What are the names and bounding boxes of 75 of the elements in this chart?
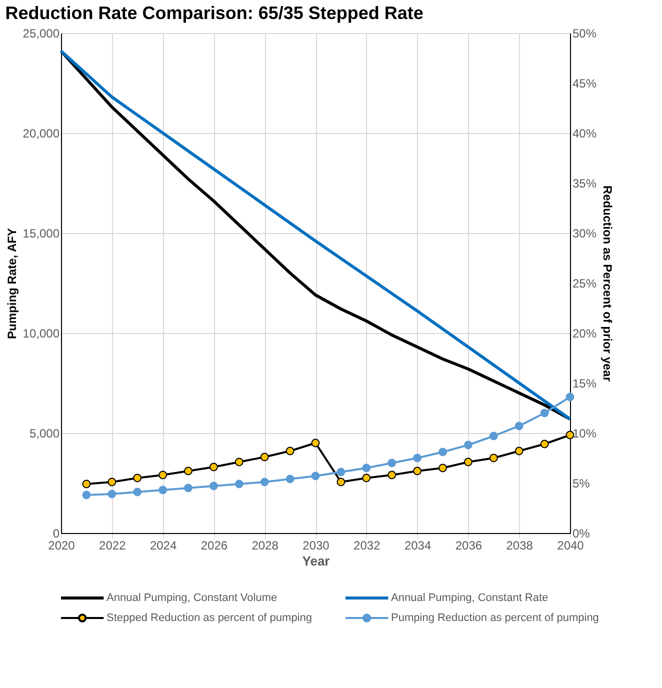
legend-label: Pumping Reduction as percent of pumping (391, 612, 599, 624)
y-tick-label: 25,000 (22, 26, 60, 40)
point (514, 446, 524, 456)
point (311, 472, 320, 480)
x-tick-label: 2022 (99, 538, 126, 552)
point (82, 490, 91, 500)
point (133, 488, 142, 496)
y2-axis-title: Reduction as Percent of prior year (600, 185, 615, 382)
x-tick-label: 2030 (302, 538, 330, 552)
point (311, 438, 320, 448)
y-tick-label: 10,000 (22, 326, 60, 340)
y-tick-label: 15,000 (22, 226, 60, 240)
y2-tick-label: 30% (572, 226, 597, 240)
point (209, 482, 218, 490)
point (336, 478, 346, 486)
x-tick-label: 2024 (150, 538, 177, 552)
x-tick-label: 2036 (455, 538, 482, 552)
point (184, 466, 192, 476)
point (336, 468, 346, 476)
x-tick-label: 2038 (506, 538, 534, 552)
point (158, 470, 168, 480)
point (540, 440, 549, 448)
x-tick-label: 2028 (252, 538, 279, 552)
x-axis-title: Year (302, 554, 330, 568)
point (362, 474, 371, 482)
point (438, 448, 447, 456)
point (464, 458, 472, 466)
point (260, 452, 269, 462)
point (388, 470, 396, 480)
x-tick-label: 2040 (557, 538, 584, 552)
point (286, 474, 294, 484)
y2-tick-label: 20% (572, 326, 597, 340)
point (133, 474, 142, 482)
point (108, 490, 116, 498)
point (413, 466, 422, 476)
y2-tick-label: 0% (572, 526, 590, 540)
point (108, 478, 116, 486)
x-tick-label: 2032 (354, 538, 381, 552)
y2-tick-label: 45% (572, 76, 597, 90)
point (158, 486, 168, 494)
point (184, 484, 192, 492)
y2-tick-label: 40% (572, 126, 597, 140)
legend-label: Stepped Reduction as percent of pumping (106, 612, 312, 624)
y2-tick-label: 25% (572, 276, 597, 290)
x-tick-label: 2034 (404, 538, 432, 552)
point (489, 454, 498, 462)
x-tick-label: 2020 (48, 538, 76, 552)
point (234, 480, 244, 488)
point (82, 480, 91, 488)
point (260, 478, 269, 486)
y2-tick-label: 35% (572, 176, 597, 190)
legend-label: Annual Pumping, Constant Rate (391, 592, 548, 604)
point (540, 408, 549, 418)
point (514, 422, 524, 430)
y2-tick-label: 10% (572, 426, 597, 440)
point (464, 440, 472, 450)
point (234, 458, 244, 466)
point (388, 458, 396, 468)
chart-title: Reduction Rate Comparison: 65/35 Stepped Rate (5, 3, 424, 23)
y-axis-title: Pumping Rate, AFY (4, 228, 19, 339)
y-tick-label: 0 (52, 526, 60, 540)
point (489, 432, 498, 440)
point (566, 392, 574, 402)
legend-label: Annual Pumping, Constant Volume (106, 592, 278, 604)
point (438, 464, 447, 472)
point (362, 464, 371, 472)
point (286, 446, 294, 456)
y2-tick-label: 50% (572, 26, 597, 40)
x-tick-label: 2026 (200, 538, 228, 552)
y-tick-label: 5,000 (29, 426, 60, 440)
point (413, 454, 422, 462)
y2-tick-label: 15% (572, 376, 597, 390)
y-tick-label: 20,000 (22, 126, 60, 140)
point (209, 462, 218, 472)
y2-tick-label: 5% (572, 476, 590, 490)
